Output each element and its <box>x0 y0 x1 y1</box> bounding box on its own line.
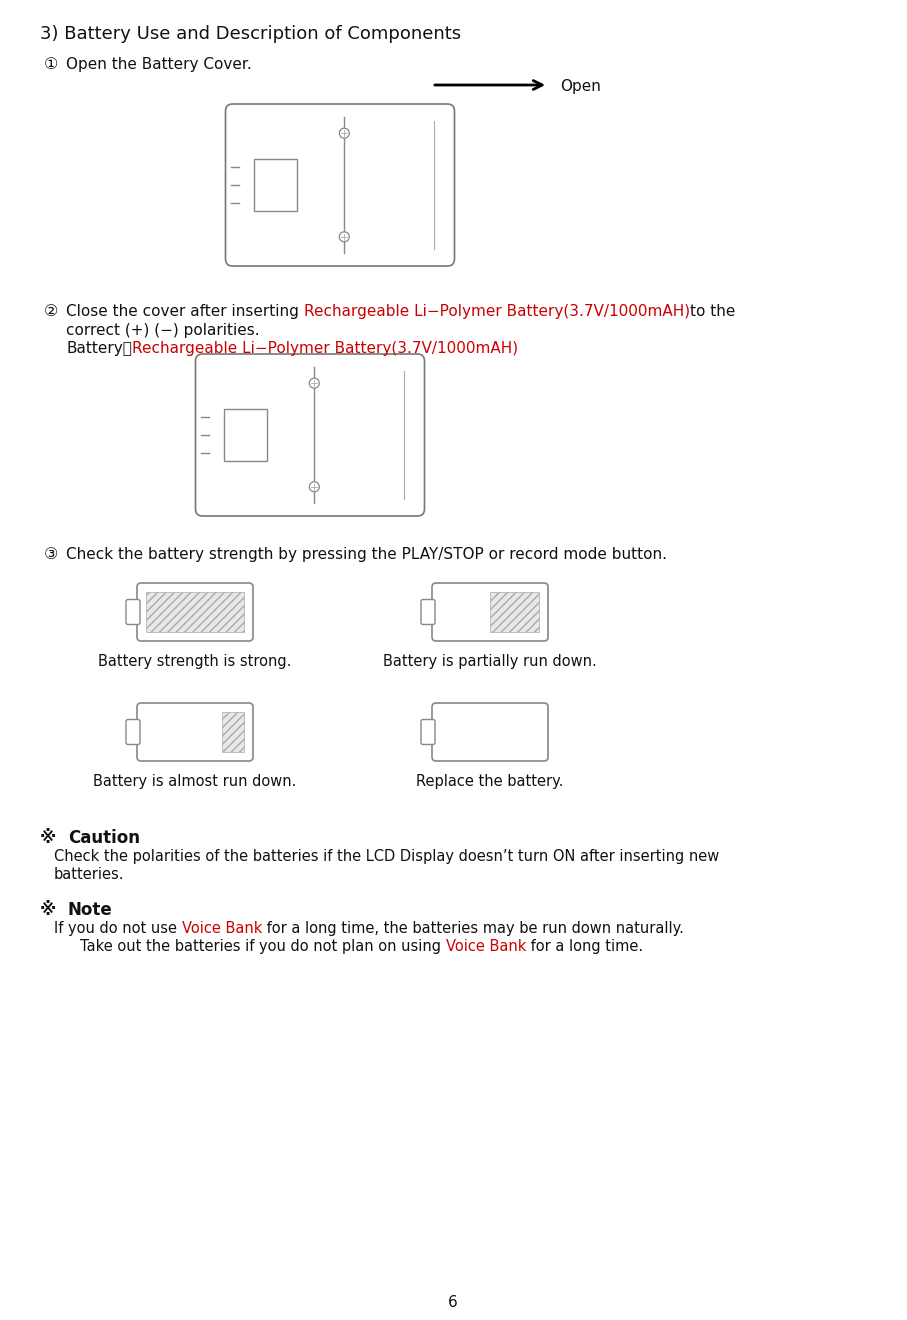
Text: 6: 6 <box>448 1295 458 1309</box>
Text: Note: Note <box>68 902 112 919</box>
Text: for a long time, the batteries may be run down naturally.: for a long time, the batteries may be ru… <box>262 921 684 936</box>
Text: Open: Open <box>560 79 600 94</box>
Text: for a long time.: for a long time. <box>526 939 643 954</box>
Text: correct (+) (−) polarities.: correct (+) (−) polarities. <box>66 323 259 338</box>
Text: ※: ※ <box>40 902 68 919</box>
Circle shape <box>309 482 319 492</box>
FancyBboxPatch shape <box>137 583 253 642</box>
Text: Take out the batteries if you do not plan on using: Take out the batteries if you do not pla… <box>80 939 445 954</box>
Text: Battery strength is strong.: Battery strength is strong. <box>98 653 292 669</box>
Text: Rechargeable Li−Polymer Battery(3.7V/1000mAH): Rechargeable Li−Polymer Battery(3.7V/100… <box>304 304 690 319</box>
Text: to the: to the <box>690 304 736 319</box>
Text: 3) Battery Use and Description of Components: 3) Battery Use and Description of Compon… <box>40 25 461 44</box>
Text: Voice Bank: Voice Bank <box>181 921 262 936</box>
Bar <box>490 591 539 632</box>
FancyBboxPatch shape <box>226 104 454 267</box>
FancyBboxPatch shape <box>196 354 424 516</box>
Text: Battery：: Battery： <box>66 341 132 356</box>
Text: Check the polarities of the batteries if the LCD Display doesn’t turn ON after i: Check the polarities of the batteries if… <box>54 849 719 865</box>
Text: Open the Battery Cover.: Open the Battery Cover. <box>66 57 252 73</box>
Circle shape <box>339 128 349 139</box>
FancyBboxPatch shape <box>421 719 435 744</box>
Text: If you do not use: If you do not use <box>54 921 181 936</box>
FancyBboxPatch shape <box>432 583 548 642</box>
FancyBboxPatch shape <box>126 599 140 624</box>
Text: ③: ③ <box>44 546 58 562</box>
Text: ※: ※ <box>40 829 68 847</box>
FancyBboxPatch shape <box>432 704 548 762</box>
Bar <box>224 409 267 461</box>
Bar <box>254 160 297 211</box>
Text: Close the cover after inserting: Close the cover after inserting <box>66 304 304 319</box>
Text: Battery is partially run down.: Battery is partially run down. <box>383 653 597 669</box>
Text: Rechargeable Li−Polymer Battery(3.7V/1000mAH): Rechargeable Li−Polymer Battery(3.7V/100… <box>132 341 518 356</box>
FancyBboxPatch shape <box>421 599 435 624</box>
Bar <box>222 711 244 752</box>
Bar <box>146 591 244 632</box>
FancyBboxPatch shape <box>137 704 253 762</box>
Circle shape <box>309 379 319 388</box>
Text: Caution: Caution <box>68 829 140 847</box>
Text: ①: ① <box>44 57 58 73</box>
Text: batteries.: batteries. <box>54 867 124 882</box>
Text: Voice Bank: Voice Bank <box>445 939 526 954</box>
Text: Battery is almost run down.: Battery is almost run down. <box>93 774 297 789</box>
Text: Replace the battery.: Replace the battery. <box>416 774 563 789</box>
Text: ②: ② <box>44 304 58 319</box>
Circle shape <box>339 232 349 242</box>
Text: Check the battery strength by pressing the PLAY/STOP or record mode button.: Check the battery strength by pressing t… <box>66 546 667 562</box>
FancyBboxPatch shape <box>126 719 140 744</box>
